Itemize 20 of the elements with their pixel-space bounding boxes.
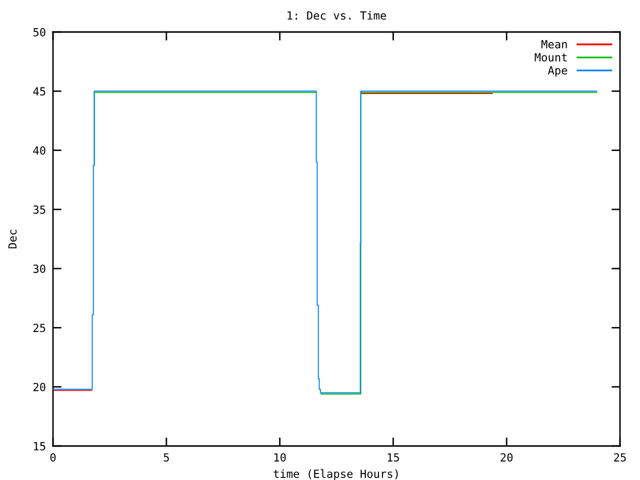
- x-tick-label: 15: [388, 453, 399, 462]
- x-tick-label: 10: [274, 453, 286, 462]
- y-tick-label: 25: [34, 324, 46, 332]
- x-tick-label: 0: [50, 453, 56, 462]
- y-tick-label: 35: [33, 205, 46, 214]
- y-tick-label: 50: [33, 28, 46, 36]
- y-tick-label: 45: [33, 87, 46, 96]
- y-axis-title: Dec: [8, 230, 17, 248]
- y-tick-label: 15: [34, 442, 46, 450]
- chart-title: 1: Dec vs. Time: [288, 11, 386, 20]
- x-tick-label: 20: [500, 453, 513, 462]
- legend-label: Mount: [534, 53, 567, 62]
- y-tick-label: 30: [33, 264, 46, 273]
- y-tick-label: 40: [33, 146, 46, 155]
- x-tick-label: 5: [164, 453, 169, 462]
- legend-label: Mean: [541, 40, 567, 48]
- y-tick-label: 20: [34, 382, 46, 392]
- legend-label: Ape: [548, 66, 568, 77]
- x-tick-label: 25: [614, 453, 626, 462]
- x-axis-title: time (Elapse Hours): [274, 469, 398, 480]
